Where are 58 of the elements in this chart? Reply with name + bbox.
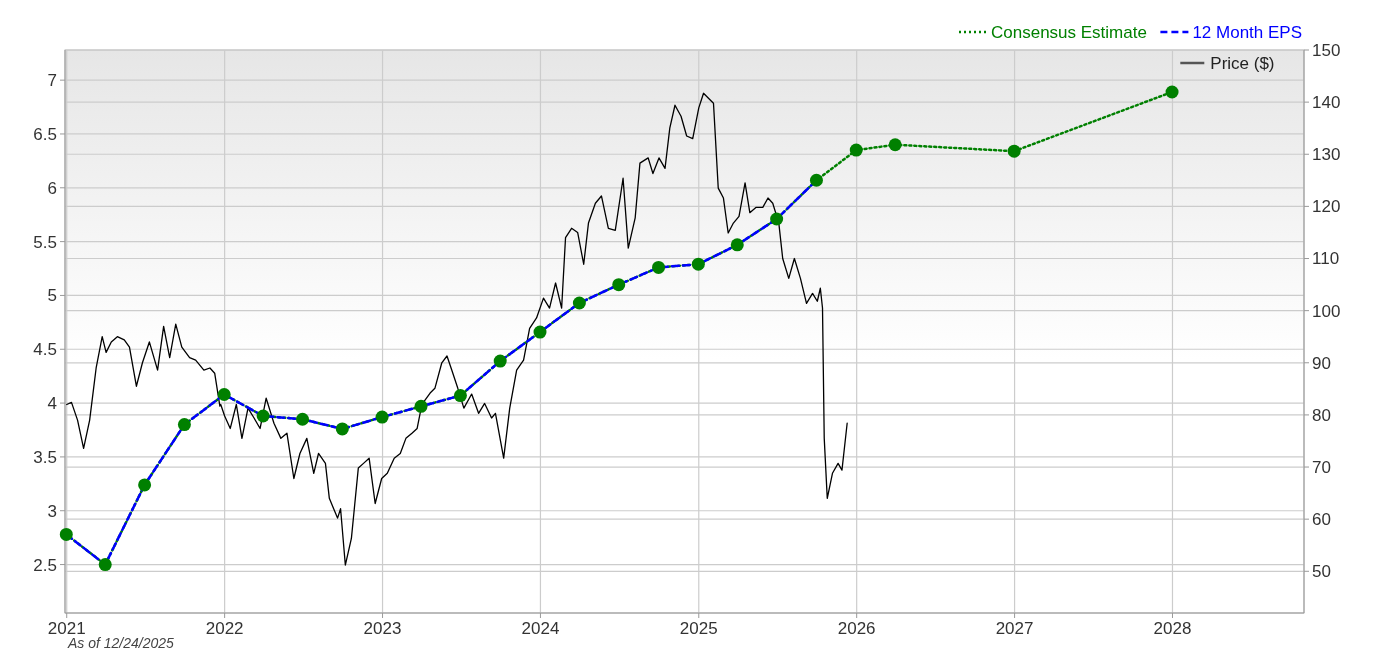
text: As of 12/24/2025 [67,635,175,651]
y2-tick-label: 110 [1312,249,1340,269]
y-tick-label: 6.5 [33,124,57,144]
point [533,325,547,339]
x-tick-label: 2027 [995,619,1034,638]
point [1007,144,1021,158]
point [849,143,863,157]
point [256,409,270,423]
point [375,410,389,424]
x-tick-label: 2024 [521,619,560,638]
y-tick-label: 6 [47,178,57,198]
point [296,412,309,426]
y-tick-label: 5 [47,286,57,306]
point [691,257,705,271]
y-tick-label: 7 [47,71,57,91]
line-series [66,92,848,566]
y-tick-label: 3.5 [33,447,57,467]
point [809,173,823,187]
point [612,278,626,292]
y2-tick-label: 100 [1312,301,1341,321]
y2-tick-label: 140 [1312,93,1341,113]
y-tick-label: 2.5 [33,555,57,575]
y-tick-label: 4.5 [33,340,57,360]
point [493,354,507,368]
point [98,558,112,572]
y2-tick-label: 50 [1312,562,1331,582]
x-tick-label: 2021 [47,619,86,638]
point [414,399,428,413]
y2-tick-label: 90 [1312,353,1331,373]
point [652,260,666,274]
y2-tick-label: 80 [1312,405,1331,425]
x-tick-label: 2022 [205,619,244,638]
point [138,478,152,492]
y2-tick-label: 120 [1312,197,1341,217]
x-tick-label: 2026 [837,619,876,638]
x-tick-label: 2028 [1153,619,1192,638]
point [888,138,902,152]
point [770,212,784,226]
y2-tick-label: 130 [1312,145,1341,165]
x-tick-label: 2025 [679,619,718,638]
y-tick-label: 5.5 [33,232,57,252]
y2-tick-label: 60 [1312,510,1331,530]
y2-tick-label: 150 [1312,40,1341,60]
point [730,238,744,252]
point [177,418,191,432]
legend-label: Consensus Estimate [991,22,1147,42]
y-tick-label: 4 [47,394,57,414]
x-tick-label: 2023 [363,619,402,638]
point [59,527,73,541]
y-tick-label: 3 [47,501,57,521]
legend-label: 12 Month EPS [1192,22,1303,42]
point [1165,85,1179,99]
y2-tick-label: 70 [1312,457,1331,477]
point [335,422,349,436]
text: Price ($) [1210,53,1275,73]
point [572,296,586,310]
point [453,389,467,403]
point [217,387,231,401]
